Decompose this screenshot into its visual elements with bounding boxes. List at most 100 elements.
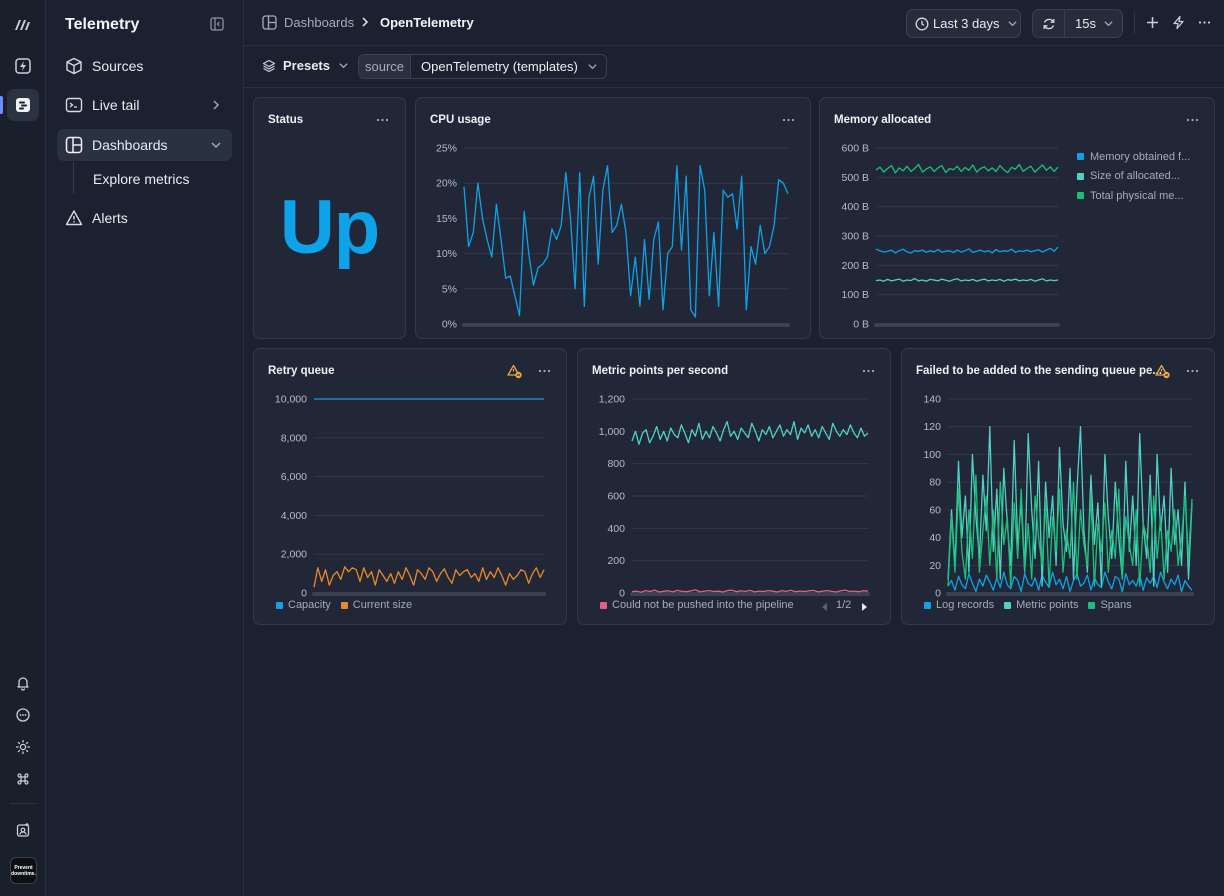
legend-item[interactable]: Total physical me... (1077, 186, 1190, 206)
status-value: Up (279, 185, 380, 270)
more-icon[interactable] (1186, 369, 1199, 373)
legend-item[interactable]: Capacity (276, 599, 331, 611)
legend-label: Could not be pushed into the pipeline (612, 599, 794, 611)
source-value: OpenTelemetry (templates) (421, 59, 578, 74)
time-range-select[interactable]: Last 3 days (906, 9, 1021, 38)
sidebar-item-alerts[interactable]: Alerts (57, 202, 232, 234)
avatar-text: Prevent downtime. (11, 865, 36, 877)
chevron-right-icon (210, 99, 222, 111)
legend-swatch (1088, 601, 1096, 609)
refresh-interval-select[interactable]: 15s (1065, 16, 1114, 31)
legend-label: Current size (352, 599, 413, 611)
y-tick-label: 1,200 (599, 394, 625, 406)
lightning-icon[interactable] (1171, 15, 1186, 30)
add-user-icon[interactable] (7, 814, 39, 846)
y-tick-label: 400 (607, 523, 625, 535)
more-icon[interactable] (862, 369, 875, 373)
legend-swatch (1077, 172, 1084, 180)
y-tick-label: 800 (607, 458, 625, 470)
panel-title: Status (268, 114, 304, 126)
layers-icon (262, 59, 276, 73)
legend-item[interactable]: Metric points (1004, 599, 1078, 611)
series-line (947, 474, 1193, 587)
sidebar-item-dashboards[interactable]: Dashboards (57, 129, 232, 161)
y-tick-label: 4,000 (281, 510, 307, 522)
y-tick-label: 20 (929, 560, 941, 572)
warning-badge-icon[interactable] (507, 364, 523, 379)
avatar[interactable]: Prevent downtime. (10, 857, 37, 884)
legend-prev-icon[interactable] (820, 602, 828, 612)
sidebar: Telemetry Sources Live tail Dashboards E… (46, 0, 244, 896)
series-line (463, 164, 789, 318)
y-tick-label: 20% (436, 178, 457, 190)
dashboard-icon (262, 15, 277, 30)
y-tick-label: 15% (436, 213, 457, 225)
legend-label: Metric points (1016, 599, 1079, 611)
refresh-icon[interactable] (1033, 10, 1065, 37)
panel-retry-queue: Retry queue 0 2,000 4,000 6,000 8,000 10,000 … (253, 348, 567, 625)
legend-label: Spans (1100, 599, 1132, 611)
legend-label: Log records (936, 599, 995, 611)
y-tick-label: 10% (436, 248, 457, 260)
app-title: Telemetry (65, 16, 140, 33)
more-icon[interactable] (376, 118, 389, 122)
command-icon[interactable] (7, 763, 39, 795)
more-icon[interactable] (538, 369, 551, 373)
source-filter-key: source (359, 55, 411, 78)
more-icon[interactable] (782, 118, 795, 122)
more-icon[interactable] (1186, 118, 1199, 122)
legend-swatch (1004, 601, 1012, 609)
panel-title: CPU usage (430, 114, 491, 126)
legend-item[interactable]: Memory obtained f... (1077, 147, 1190, 167)
telemetry-app-icon[interactable] (7, 89, 39, 121)
y-tick-label: 140 (923, 394, 941, 406)
series-line (875, 277, 1059, 282)
legend-item[interactable]: Current size (340, 599, 413, 611)
series-line (875, 163, 1059, 174)
refresh-interval-value: 15s (1075, 16, 1096, 31)
legend-pager: 1/2 (836, 599, 852, 611)
y-tick-label: 100 B (842, 289, 869, 301)
sidebar-item-sources[interactable]: Sources (57, 50, 232, 82)
y-tick-label: 25% (436, 143, 457, 155)
panel-title: Metric points per second (592, 365, 729, 377)
sun-icon[interactable] (7, 731, 39, 763)
collapse-sidebar-icon[interactable] (210, 17, 224, 31)
legend-item[interactable]: Log records (924, 599, 994, 611)
logo-icon[interactable] (7, 8, 39, 40)
legend-label: Capacity (288, 599, 331, 611)
lightning-app-icon[interactable] (7, 50, 39, 82)
sidebar-item-live-tail[interactable]: Live tail (57, 89, 232, 121)
chat-icon[interactable] (7, 699, 39, 731)
source-select[interactable]: OpenTelemetry (templates) (411, 55, 606, 78)
chevron-down-icon (1007, 18, 1018, 29)
y-tick-label: 600 B (842, 143, 869, 155)
y-tick-label: 200 (607, 555, 625, 567)
refresh-control: 15s (1032, 9, 1123, 38)
legend-next-icon[interactable] (861, 602, 869, 612)
submenu-guide (73, 162, 74, 194)
presets-dropdown[interactable]: Presets (262, 58, 349, 73)
series-line (875, 246, 1059, 254)
legend-item[interactable]: Size of allocated... (1077, 167, 1190, 187)
cpu-usage-chart: 0% 5% 10% 15% 20% 25% (436, 143, 790, 331)
source-filter[interactable]: source OpenTelemetry (templates) (358, 54, 607, 79)
filter-bar: Presets source OpenTelemetry (templates) (244, 46, 1224, 88)
panel-metric-points: Metric points per second 0 200 400 600 800 1,… (577, 348, 891, 625)
y-tick-label: 0 B (853, 319, 869, 331)
y-tick-label: 5% (442, 283, 457, 295)
warning-badge-icon[interactable] (1155, 364, 1171, 379)
sidebar-item-explore-metrics[interactable]: Explore metrics (93, 171, 190, 187)
y-tick-label: 200 B (842, 260, 869, 272)
legend-item[interactable]: Spans (1088, 599, 1132, 611)
more-icon[interactable] (1197, 15, 1212, 30)
y-tick-label: 400 B (842, 201, 869, 213)
terminal-icon (65, 96, 83, 114)
series-line (947, 571, 1193, 593)
legend-item[interactable]: Could not be pushed into the pipeline (600, 599, 794, 611)
plus-icon[interactable] (1145, 15, 1160, 30)
breadcrumb-dashboards[interactable]: Dashboards (284, 15, 355, 30)
y-tick-label: 8,000 (281, 432, 307, 444)
bell-icon[interactable] (7, 667, 39, 699)
sidebar-item-label: Sources (92, 58, 144, 74)
